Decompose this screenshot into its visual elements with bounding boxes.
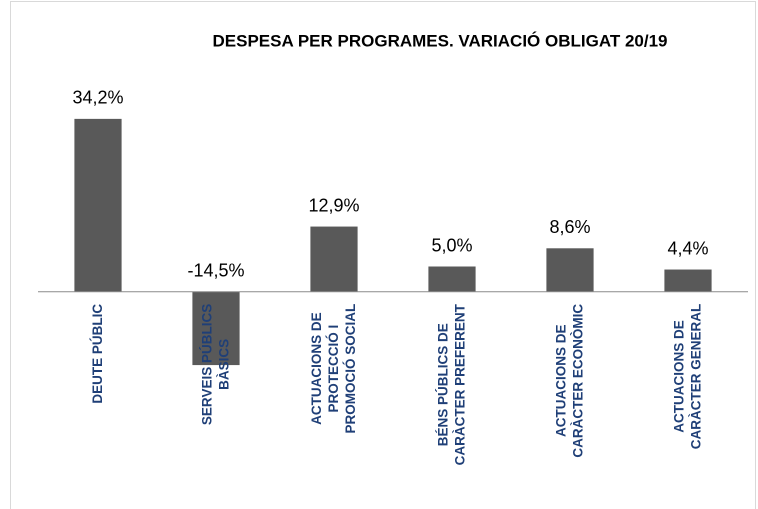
x-tick-label: SERVEIS PÚBLICS BÀSICS bbox=[199, 304, 231, 425]
bar bbox=[428, 266, 476, 292]
bar bbox=[192, 291, 240, 366]
bar bbox=[664, 269, 712, 292]
bar bbox=[546, 248, 594, 292]
data-label: -14,5% bbox=[187, 261, 244, 281]
data-label: 5,0% bbox=[431, 235, 472, 255]
data-label: 4,4% bbox=[667, 238, 708, 258]
data-label: 8,6% bbox=[549, 217, 590, 237]
x-tick-label: ACTUACIONS DE PROTECCIÓ I PROMOCIÓ SOCIAL bbox=[309, 304, 358, 434]
data-label: 34,2% bbox=[72, 88, 123, 108]
x-tick-label: DEUTE PÚBLIC bbox=[90, 304, 105, 404]
bar bbox=[310, 226, 358, 292]
chart-frame bbox=[10, 1, 756, 509]
chart-title: DESPESA PER PROGRAMES. VARIACIÓ OBLIGAT … bbox=[213, 31, 668, 50]
bar bbox=[74, 118, 122, 292]
data-label: 12,9% bbox=[308, 195, 359, 215]
x-tick-label: BÉNS PÚBLICS DE CARÀCTER PREFERENT bbox=[435, 303, 467, 465]
x-tick-label: ACTUACIONS DE CARÀCTER ECONÒMIC bbox=[553, 304, 585, 458]
x-tick-label: ACTUACIONS DE CARÀCTER GENERAL bbox=[671, 304, 703, 450]
